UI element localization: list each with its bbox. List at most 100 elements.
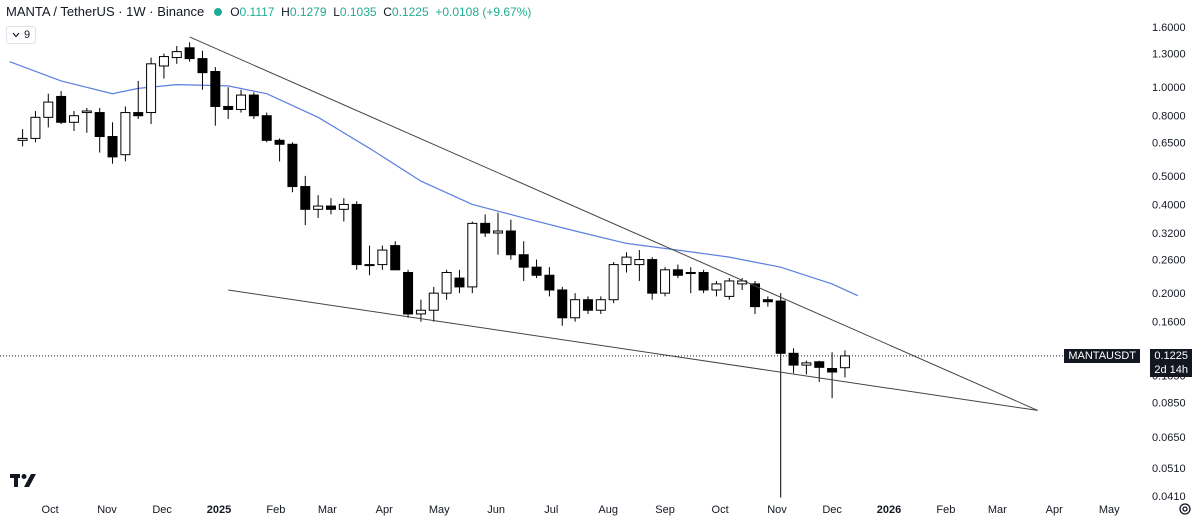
x-tick-label: Nov xyxy=(767,504,787,516)
candle xyxy=(197,50,208,90)
candle xyxy=(724,278,735,300)
gear-icon[interactable] xyxy=(1178,502,1192,516)
candle-body xyxy=(608,264,619,301)
candle-body xyxy=(557,289,568,319)
candle-body xyxy=(56,95,67,123)
trendline-lower xyxy=(228,289,1038,411)
y-tick-label: 0.6500 xyxy=(1152,137,1186,149)
x-tick-label: May xyxy=(429,504,450,516)
candle xyxy=(403,269,414,318)
candle-body xyxy=(775,300,786,354)
candle xyxy=(544,267,555,297)
candle-body xyxy=(158,56,169,67)
candle-body xyxy=(94,112,105,138)
x-tick-label: Sep xyxy=(655,504,675,516)
x-tick-label: Dec xyxy=(822,504,842,516)
open-value: 0.1117 xyxy=(239,4,275,19)
candle xyxy=(518,241,529,281)
candle-body xyxy=(390,245,401,271)
candle-body xyxy=(17,137,28,141)
candle-body xyxy=(634,259,645,266)
tradingview-logo-icon[interactable] xyxy=(10,472,38,488)
candle xyxy=(313,195,324,218)
chevron-down-icon xyxy=(12,32,20,38)
low-value: 0.1035 xyxy=(339,4,377,19)
candle-body xyxy=(415,309,426,315)
candle-body xyxy=(698,272,709,291)
x-tick-label: Oct xyxy=(712,504,729,516)
candle xyxy=(351,201,362,270)
candle-body xyxy=(248,94,259,117)
candle xyxy=(94,107,105,153)
candle xyxy=(364,245,375,276)
candle xyxy=(210,67,221,126)
candle xyxy=(839,350,850,378)
candle-body xyxy=(236,94,247,110)
candle-body xyxy=(81,110,92,114)
candle xyxy=(608,262,619,304)
candle-body xyxy=(531,266,542,276)
candle-body xyxy=(325,205,336,210)
y-tick-label: 0.4000 xyxy=(1152,199,1186,211)
candle xyxy=(390,241,401,271)
y-tick-label: 0.0650 xyxy=(1152,432,1186,444)
y-tick-label: 0.1600 xyxy=(1152,317,1186,329)
candle xyxy=(493,212,504,255)
trendline-upper xyxy=(189,36,1038,411)
y-tick-label: 0.0410 xyxy=(1152,491,1186,503)
x-tick-label: 2025 xyxy=(207,504,231,516)
countdown-label: 2d 14h xyxy=(1150,363,1192,377)
candle-body xyxy=(621,256,632,266)
candle-body xyxy=(107,136,118,158)
candle-body xyxy=(480,222,491,234)
candle-body xyxy=(428,292,439,311)
candle-body xyxy=(814,361,825,368)
x-tick-label: Jul xyxy=(544,504,558,516)
candle-body xyxy=(788,352,799,366)
candle xyxy=(428,286,439,322)
y-tick-label: 0.5000 xyxy=(1152,171,1186,183)
candle xyxy=(570,293,581,322)
y-tick-label: 0.0510 xyxy=(1152,463,1186,475)
x-tick-label: Mar xyxy=(318,504,337,516)
candle-body xyxy=(377,249,388,266)
candle-body xyxy=(146,63,157,114)
x-tick-label: Apr xyxy=(376,504,393,516)
candle-body xyxy=(724,280,735,297)
symbol-title[interactable]: MANTA / TetherUS · 1W · Binance xyxy=(6,4,205,19)
candle-body xyxy=(505,230,516,256)
y-tick-label: 1.0000 xyxy=(1152,82,1186,94)
x-tick-label: Jun xyxy=(487,504,505,516)
candle-body xyxy=(133,112,144,117)
y-tick-label: 0.0850 xyxy=(1152,398,1186,410)
candle-body xyxy=(43,101,54,118)
candle-body xyxy=(184,47,195,60)
candle-body xyxy=(827,368,838,373)
candle xyxy=(120,106,131,162)
x-tick-label: 2026 xyxy=(877,504,901,516)
candle xyxy=(158,53,169,79)
candle-body xyxy=(467,222,478,288)
candle-body xyxy=(801,362,812,366)
candle xyxy=(672,264,683,279)
candle xyxy=(788,348,799,374)
candle xyxy=(621,252,632,273)
x-tick-label: Mar xyxy=(988,504,1007,516)
candle xyxy=(30,111,41,143)
y-tick-label: 0.3200 xyxy=(1152,228,1186,240)
candle xyxy=(56,91,67,124)
x-tick-label: Oct xyxy=(42,504,59,516)
x-tick-label: Nov xyxy=(97,504,117,516)
candle-body xyxy=(313,205,324,210)
candle-body xyxy=(570,299,581,319)
candle-body xyxy=(441,272,452,294)
candle xyxy=(377,245,388,270)
candle-body xyxy=(120,112,131,156)
candle-body xyxy=(518,254,529,268)
chart-legend: MANTA / TetherUS · 1W · Binance O0.1117 … xyxy=(6,4,531,19)
candle xyxy=(698,269,709,294)
candle-body xyxy=(711,283,722,291)
indicator-toggle[interactable]: 9 xyxy=(6,26,37,44)
x-tick-label: Apr xyxy=(1046,504,1063,516)
